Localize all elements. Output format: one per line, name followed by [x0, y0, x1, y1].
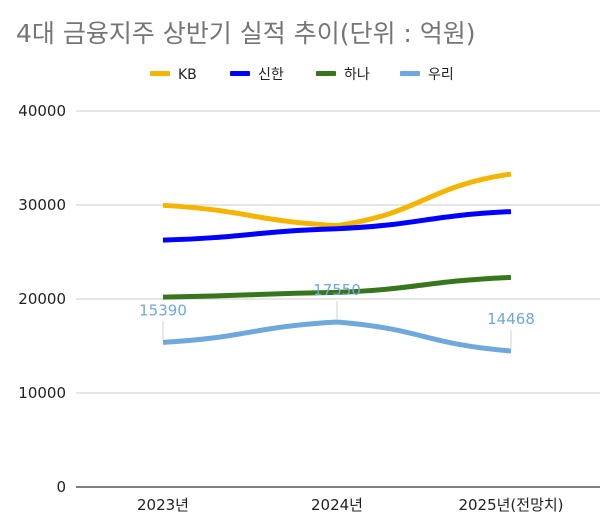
x-tick-label: 2024년: [311, 496, 363, 514]
y-tick-label: 10000: [18, 384, 66, 402]
data-label: 15390: [139, 301, 187, 319]
legend-swatch: [230, 71, 250, 76]
legend-label: 우리: [428, 67, 454, 83]
data-labels: 15390 17550 14468: [139, 281, 535, 349]
series-line: [162, 274, 512, 300]
legend-label: 신한: [258, 67, 284, 83]
chart-title: 4대 금융지주 상반기 실적 추이(단위 : 억원): [16, 19, 476, 48]
legend-label: 하나: [344, 67, 370, 83]
y-axis-ticks: 0 10000 20000 30000 40000: [18, 102, 66, 496]
y-tick-label: 20000: [18, 290, 66, 308]
series-line: [162, 319, 512, 354]
legend-swatch: [150, 71, 170, 76]
legend-swatch: [400, 71, 420, 76]
series-line: [162, 171, 512, 229]
x-tick-label: 2025년(전망치): [458, 496, 563, 514]
series-line: [162, 209, 512, 243]
legend: KB 신한 하나 우리: [150, 67, 454, 83]
y-tick-label: 40000: [18, 102, 66, 120]
data-label: 17550: [313, 281, 361, 299]
x-axis-ticks: 2023년 2024년 2025년(전망치): [137, 496, 564, 514]
y-tick-label: 0: [56, 478, 66, 496]
y-tick-label: 30000: [18, 196, 66, 214]
series-lines: [162, 171, 512, 354]
legend-label: KB: [178, 67, 197, 83]
x-tick-label: 2023년: [137, 496, 189, 514]
legend-swatch: [316, 71, 336, 76]
data-label: 14468: [487, 310, 535, 328]
